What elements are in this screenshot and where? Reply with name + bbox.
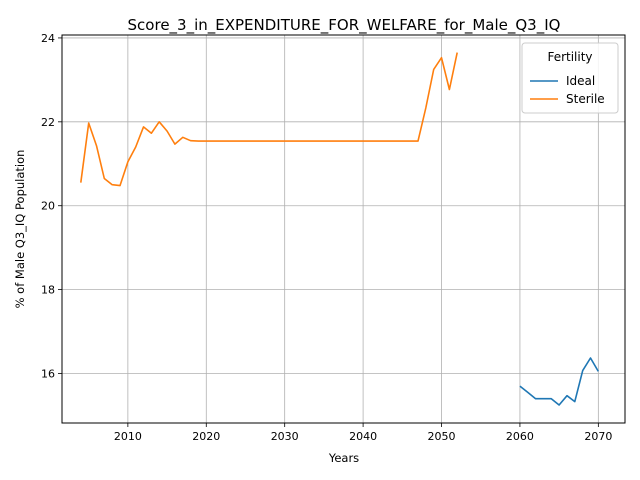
- y-tick-label: 24: [41, 32, 55, 45]
- axis-ticks: 2010 2020 2030 2040 2050 2060 2070 16 18 20 22 24: [41, 32, 612, 443]
- y-tick-label: 20: [41, 200, 55, 213]
- grid: [62, 35, 625, 423]
- legend-box: [521, 42, 619, 114]
- x-tick-label: 2040: [349, 430, 377, 443]
- y-tick-label: 16: [41, 368, 55, 381]
- plot-frame: [61, 34, 626, 424]
- x-tick-label: 2050: [428, 430, 456, 443]
- y-tick-label: 22: [41, 116, 55, 129]
- x-tick-label: 2060: [506, 430, 534, 443]
- x-tick-label: 2030: [271, 430, 299, 443]
- legend-label-ideal: Ideal: [566, 74, 595, 88]
- x-tick-label: 2070: [584, 430, 612, 443]
- legend-label-sterile: Sterile: [566, 92, 605, 106]
- x-tick-label: 2010: [114, 430, 142, 443]
- legend: Fertility Ideal Sterile: [521, 42, 619, 114]
- x-axis-label: Years: [328, 451, 359, 465]
- y-tick-label: 18: [41, 284, 55, 297]
- y-axis-label: % of Male Q3_IQ Population: [13, 150, 27, 309]
- plot-lines: [80, 52, 599, 406]
- legend-title: Fertility: [547, 50, 592, 64]
- chart-title: Score_3_in_EXPENDITURE_FOR_WELFARE_for_M…: [128, 16, 561, 35]
- series-line-ideal: [519, 357, 599, 406]
- x-tick-label: 2020: [192, 430, 220, 443]
- series-line-sterile: [80, 52, 458, 187]
